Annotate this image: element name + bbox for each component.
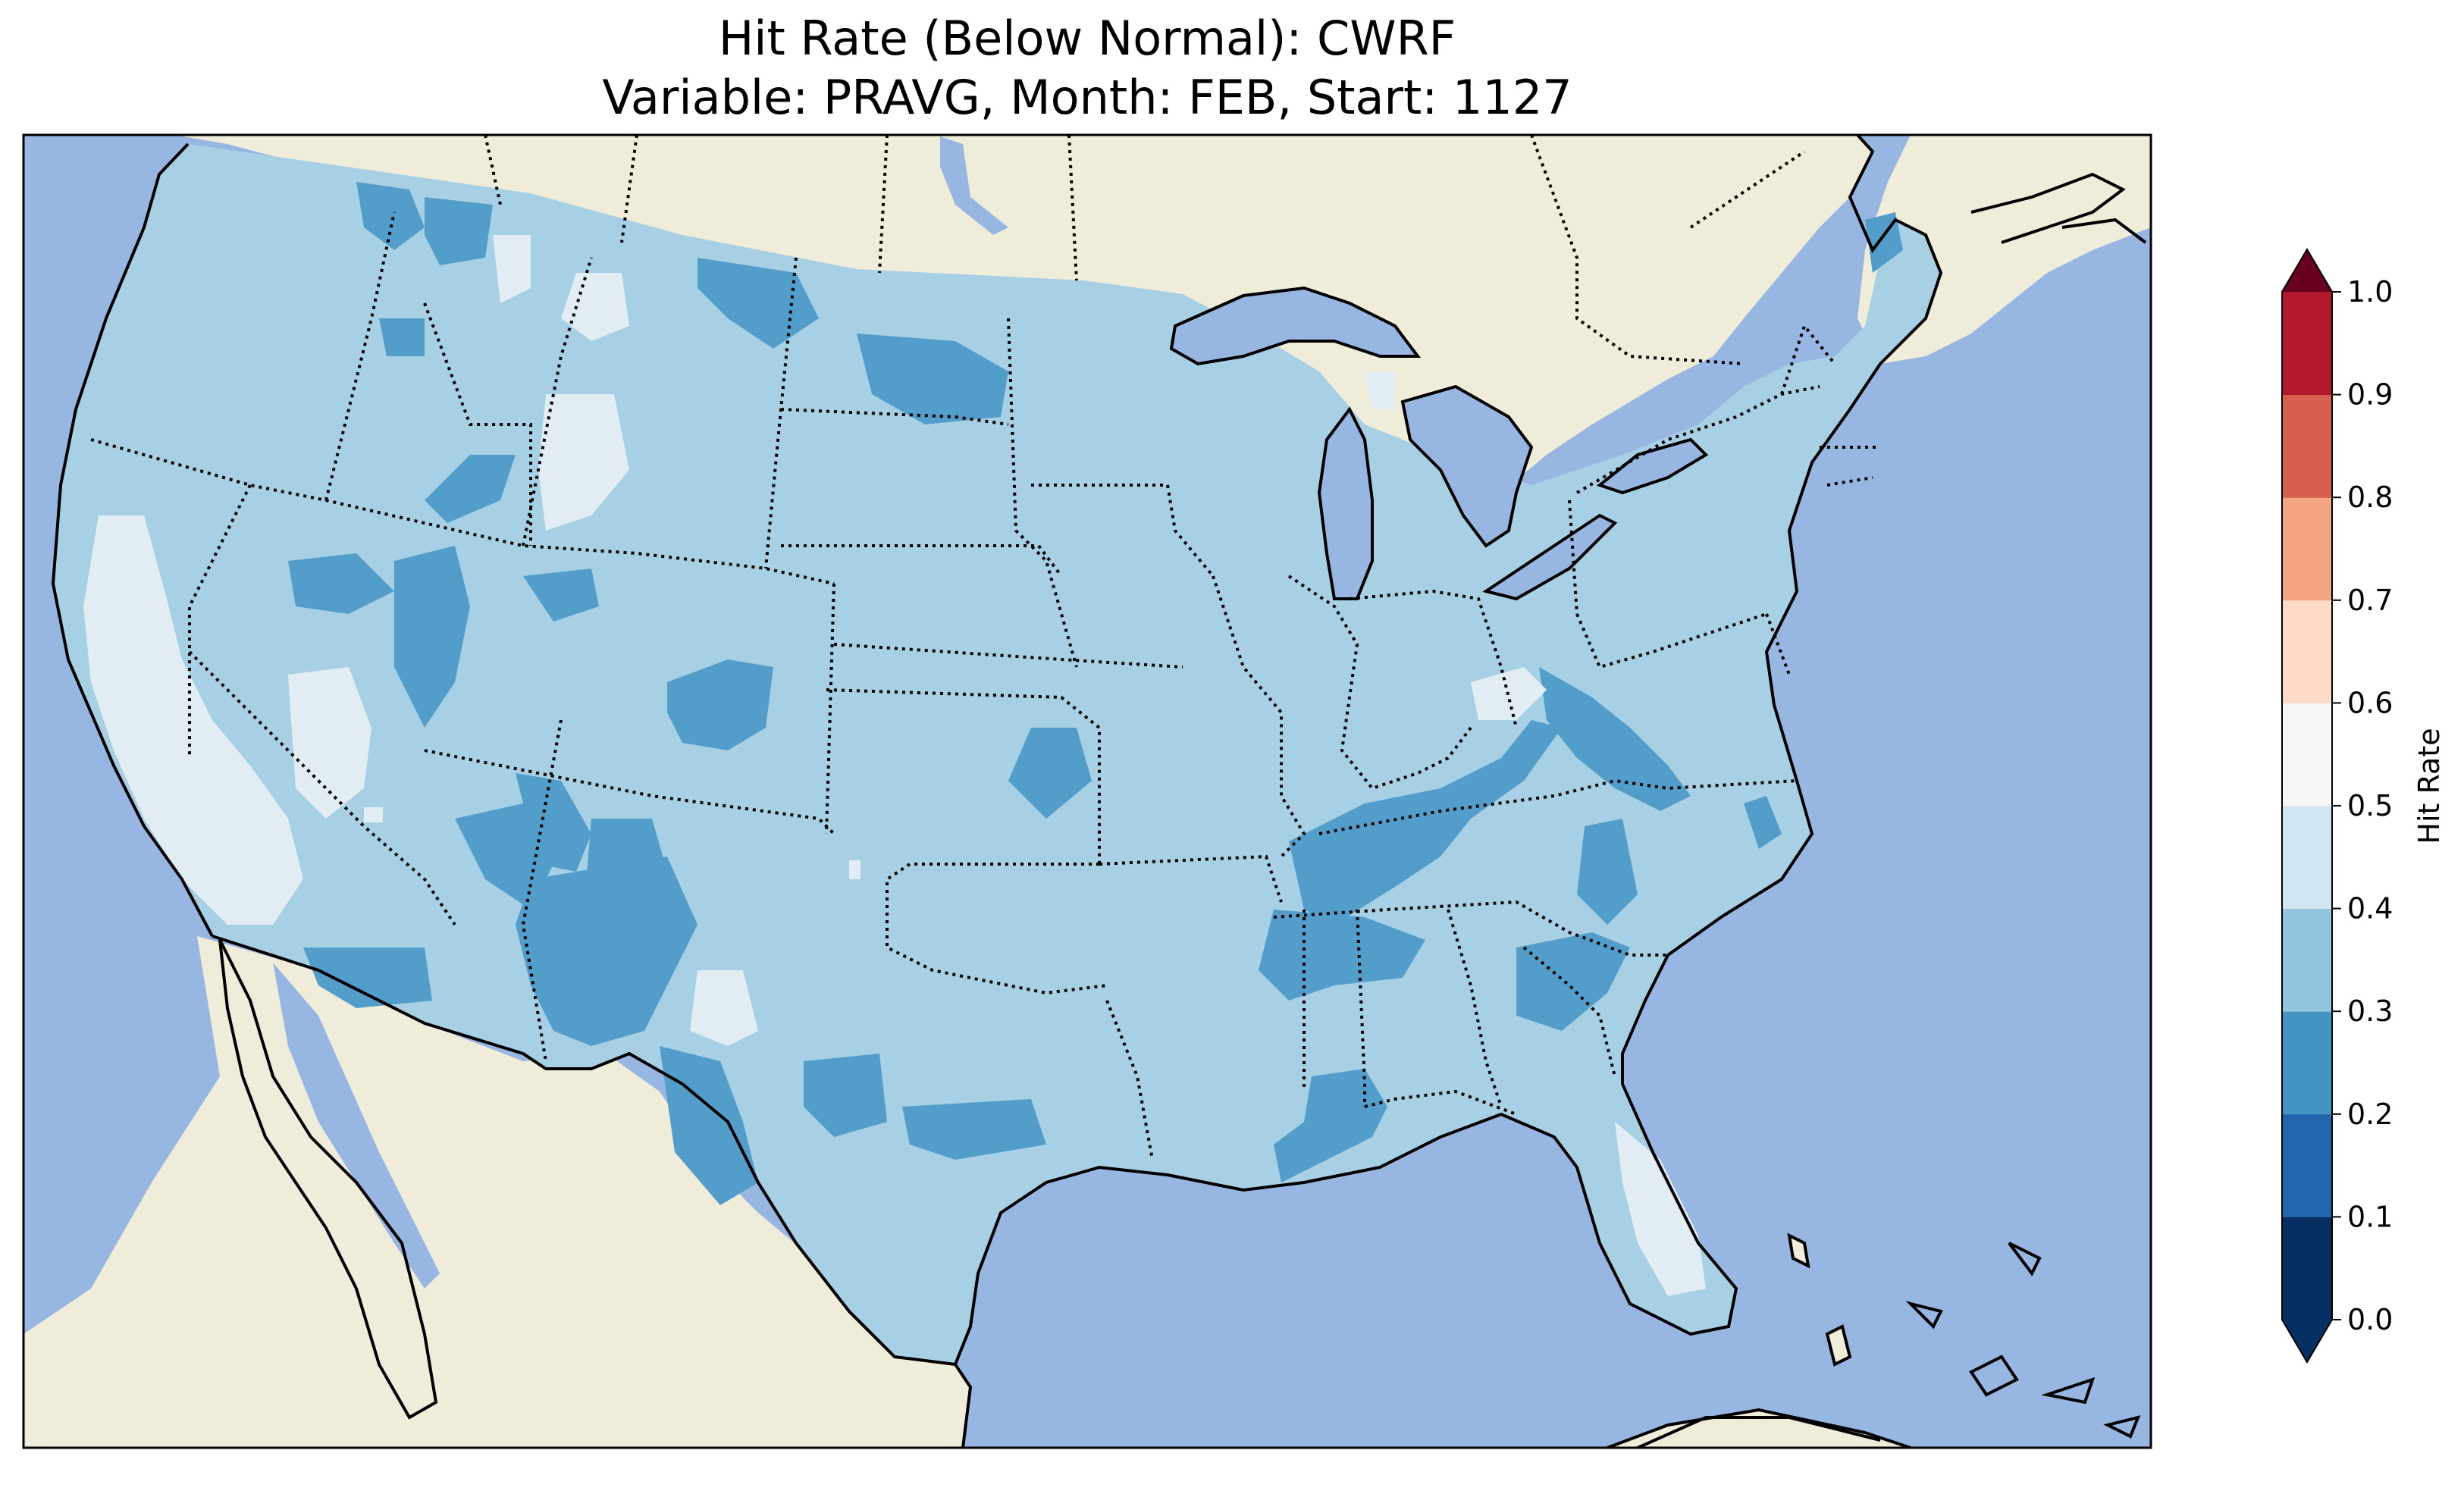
title-line-1: Hit Rate (Below Normal): CWRF [719, 11, 1456, 66]
map-panel [24, 135, 2151, 1448]
us-field-base [53, 144, 1941, 1364]
title-line-2: Variable: PRAVG, Month: FEB, Start: 1127 [602, 70, 1572, 125]
field-darker-patches [288, 182, 1903, 1205]
colorbar: 0.0 0.1 0.2 0.3 0.4 0.5 0.6 0.7 0.8 0.9 1.0 [2281, 248, 2393, 1364]
colorbar-bin [2282, 394, 2332, 498]
colorbar-bin [2282, 1113, 2332, 1217]
colorbar-bin [2282, 703, 2332, 807]
colorbar-bin [2282, 806, 2332, 910]
colorbar-tick-label: 0.0 [2347, 1303, 2393, 1336]
colorbar-bin [2282, 600, 2332, 703]
colorbar-bin [2282, 497, 2332, 601]
colorbar-bin [2282, 292, 2332, 396]
colorbar-tick-label: 0.2 [2347, 1098, 2393, 1131]
map-frame [22, 133, 2152, 1449]
colorbar-extend-min [2282, 1320, 2332, 1362]
colorbar-tick-label: 0.3 [2347, 994, 2393, 1028]
lake-erie [1486, 515, 1615, 599]
country-borders [484, 135, 1806, 365]
colorbar-tick-label: 0.6 [2347, 686, 2393, 719]
colorbar-tick-label: 0.8 [2347, 481, 2393, 514]
lake-ontario [1600, 440, 1706, 493]
colorbar-tick-label: 1.0 [2347, 275, 2393, 309]
colorbar-tick-label: 0.7 [2347, 584, 2393, 617]
colorbar-label: Hit Rate [2412, 728, 2446, 844]
colorbar-bin [2282, 1011, 2332, 1115]
gulf-of-california [273, 963, 440, 1289]
colorbar-tick-label: 0.9 [2347, 378, 2393, 412]
colorbar-tick-label: 0.4 [2347, 892, 2393, 926]
bahamas-land [1789, 1236, 1850, 1364]
lake-winnipeg [940, 136, 1008, 235]
field-light-patches [83, 235, 1706, 1296]
state-borders [90, 211, 1880, 1160]
lake-michigan [1319, 409, 1372, 599]
coastlines [51, 135, 2147, 1448]
baja-land [220, 940, 436, 1417]
colorbar-bin [2282, 908, 2332, 1012]
colorbar-tick-label: 0.1 [2347, 1200, 2393, 1233]
great-lakes [940, 136, 1706, 599]
colorbar-extend-max [2282, 249, 2332, 292]
colorbar-bin [2282, 1217, 2332, 1320]
colorbar-tick-label: 0.5 [2347, 789, 2393, 822]
cuba-land [1607, 1410, 1911, 1448]
lake-huron [1403, 387, 1531, 546]
